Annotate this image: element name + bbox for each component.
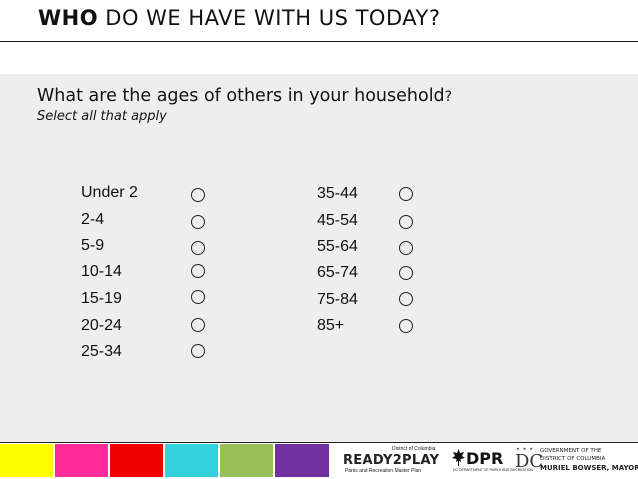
- dpr-text: DPR: [466, 449, 504, 468]
- option-radio-85-plus[interactable]: [399, 319, 413, 333]
- option-radio-55-64[interactable]: [399, 241, 413, 255]
- question-text: What are the ages of others in your hous…: [37, 86, 452, 106]
- option-label: 15-19: [81, 290, 122, 307]
- option-radio-65-74[interactable]: [399, 266, 413, 280]
- option-label: 65-74: [317, 264, 358, 281]
- option-label: 75-84: [317, 291, 358, 308]
- slide-title: WHO DO WE HAVE WITH US TODAY?: [38, 6, 440, 30]
- question-mark: ?: [444, 89, 453, 105]
- option-radio-45-54[interactable]: [399, 215, 413, 229]
- instruction-text: Select all that apply: [37, 109, 167, 124]
- title-bold: WHO: [38, 6, 99, 30]
- option-label: 20-24: [81, 317, 122, 334]
- option-label: 45-54: [317, 212, 358, 229]
- option-label: 10-14: [81, 263, 122, 280]
- option-radio-15-19[interactable]: [191, 290, 205, 304]
- color-swatch: [0, 444, 53, 477]
- leaf-icon: [452, 449, 465, 466]
- option-radio-75-84[interactable]: [399, 292, 413, 306]
- option-radio-35-44[interactable]: [399, 187, 413, 201]
- title-rest: DO WE HAVE WITH US TODAY?: [98, 6, 441, 30]
- option-label: 25-34: [81, 343, 122, 360]
- color-swatch: [220, 444, 273, 477]
- option-label: 35-44: [317, 185, 358, 202]
- option-label: 2-4: [81, 211, 105, 228]
- color-swatch: [275, 444, 329, 477]
- option-label: 55-64: [317, 238, 358, 255]
- question-panel: [0, 74, 638, 442]
- dc-mark: DC: [515, 451, 544, 472]
- dc-stars-icon: ★ ★ ★: [516, 446, 534, 451]
- header-divider: [0, 41, 638, 42]
- ready2play-small: District of Columbia: [392, 446, 436, 452]
- gov-line-3: MURIEL BOWSER, MAYOR: [540, 464, 638, 472]
- option-radio-20-24[interactable]: [191, 318, 205, 332]
- gov-line-2: DISTRICT OF COLUMBIA: [540, 456, 606, 462]
- color-swatch: [55, 444, 108, 477]
- dpr-sub: DC DEPARTMENT OF PARKS AND RECREATION: [453, 468, 533, 472]
- option-label: 85+: [317, 317, 345, 334]
- color-swatch: [165, 444, 218, 477]
- option-radio-25-34[interactable]: [191, 344, 205, 358]
- ready2play-sub: Parks and Recreation Master Plan: [345, 468, 422, 474]
- option-label: Under 2: [81, 184, 138, 201]
- option-label: 5-9: [81, 237, 105, 254]
- option-radio-2-4[interactable]: [191, 215, 205, 229]
- option-radio-5-9[interactable]: [191, 241, 205, 255]
- ready2play-main: READY2PLAY: [343, 453, 440, 468]
- option-radio-10-14[interactable]: [191, 264, 205, 278]
- question-main: What are the ages of others in your hous…: [37, 86, 445, 106]
- color-swatch: [110, 444, 163, 477]
- option-radio-under-2[interactable]: [191, 188, 205, 202]
- footer-divider: [0, 442, 638, 443]
- gov-line-1: GOVERNMENT OF THE: [540, 448, 602, 454]
